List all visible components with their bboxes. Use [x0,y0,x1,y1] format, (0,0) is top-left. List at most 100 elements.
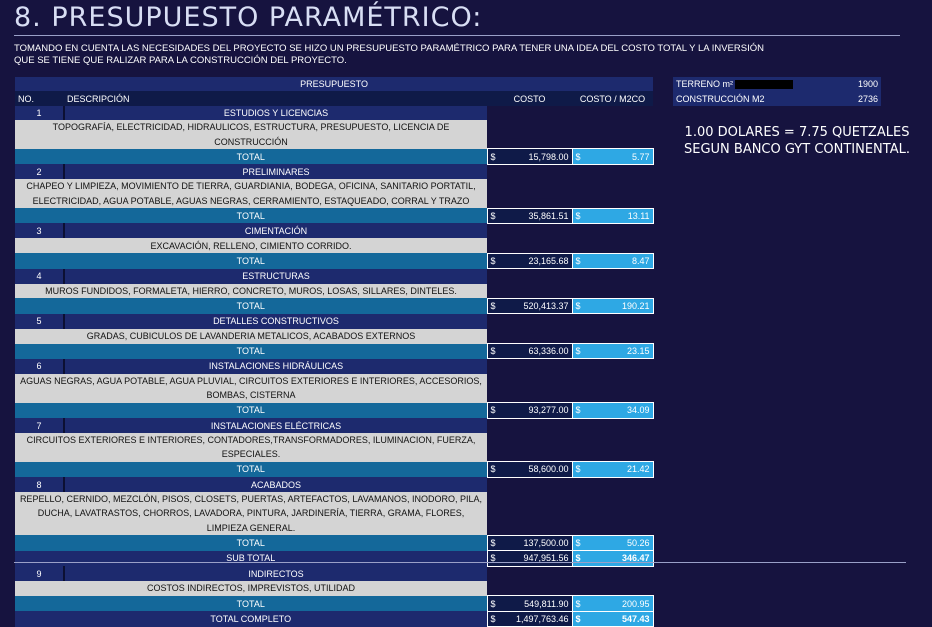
total-m2-cell: $200.95 [571,595,654,612]
section-header-row: 5 DETALLES CONSTRUCTIVOS [15,313,654,329]
total-label: TOTAL [15,208,487,224]
empty-cell [487,105,572,121]
total-row: TOTAL $15,798.00 $5.77 [15,148,654,165]
section-description: CHAPEO Y LIMPIEZA, MOVIMIENTO DE TIERRA,… [15,179,487,209]
total-row: SUB TOTAL $947,951.56 $346.47 [15,550,654,567]
section-number: 6 [15,358,65,374]
section-description: CIRCUITOS EXTERIORES E INTERIORES, CONTA… [15,432,487,462]
section-description: COSTOS INDIRECTOS, IMPREVISTOS, UTILIDAD [15,580,487,596]
total-row: TOTAL $93,277.00 $34.09 [15,402,654,419]
total-m2: 5.77 [632,151,650,162]
currency-symbol: $ [575,151,581,162]
empty-cell [487,492,572,536]
currency-symbol: $ [490,301,496,312]
section-header-row: 4 ESTRUCTURAS [15,268,654,284]
section-number: 3 [15,223,65,239]
total-m2: 200.95 [622,598,650,609]
empty-cell [572,328,654,344]
section-description: TOPOGRAFÍA, ELECTRICIDAD, HIDRAULICOS, E… [15,120,487,149]
section-number: 2 [15,164,65,180]
total-label: TOTAL [15,595,487,612]
empty-cell [572,418,654,433]
total-m2-cell: $5.77 [571,148,654,165]
empty-cell [487,223,572,239]
table-header: PRESUPUESTO [15,77,654,92]
section-description-row: MUROS FUNDIDOS, FORMALETA, HIERRO, CONCR… [15,283,654,299]
currency-symbol: $ [490,346,496,357]
section-name: ACABADOS [64,477,487,493]
total-label: TOTAL [15,343,487,359]
empty-cell [572,358,654,374]
empty-cell [487,283,572,299]
currency-symbol: $ [575,301,581,312]
total-label: TOTAL [15,535,487,551]
total-m2-cell: $21.42 [571,461,654,478]
section-description: MUROS FUNDIDOS, FORMALETA, HIERRO, CONCR… [15,283,487,299]
exchange-rate-line: 1.00 DOLARES = 7.75 QUETZALES [684,125,910,140]
total-row: TOTAL $137,500.00 $50.26 [15,534,654,552]
empty-cell [572,492,654,536]
total-label: TOTAL [15,298,487,314]
total-m2: 8.47 [632,255,650,266]
currency-symbol: $ [575,537,581,548]
empty-cell [572,164,654,180]
section-description: REPELLO, CERNIDO, MEZCLÓN, PISOS, CLOSET… [15,492,487,536]
total-m2-cell: $190.21 [571,297,654,315]
currency-symbol: $ [490,405,496,416]
section-header-row: 3 CIMENTACIÓN [15,223,654,239]
total-row: TOTAL $63,336.00 $23.15 [15,343,654,360]
empty-cell [487,580,572,596]
col-no-header: NO. [15,91,64,106]
total-m2: 50.26 [627,537,650,548]
currency-symbol: $ [575,255,581,266]
section-header-row: 6 INSTALACIONES HIDRÁULICAS [15,358,654,374]
total-label: TOTAL [15,461,487,478]
total-m2: 346.47 [622,553,650,564]
total-m2-cell: $547.43 [571,610,654,627]
section-description: AGUAS NEGRAS, AGUA POTABLE, AGUA PLUVIAL… [15,373,487,403]
empty-cell [487,477,572,493]
currency-symbol: $ [490,613,496,624]
exchange-bank-line: SEGUN BANCO GYT CONTINENTAL. [683,142,910,157]
section-name: INSTALACIONES HIDRÁULICAS [64,358,487,374]
total-cost-cell: $1,497,763.46 [486,610,573,627]
total-cost: 93,277.00 [528,405,569,416]
total-m2-cell: $23.15 [571,343,654,360]
redaction-bar [735,80,793,90]
empty-cell [572,179,654,209]
empty-cell [572,105,654,121]
empty-cell [572,120,654,149]
total-cost-cell: $947,951.56 [486,550,573,567]
empty-cell [487,238,572,254]
section-number: 7 [15,418,65,433]
total-cost-cell: $58,600.00 [486,461,573,478]
empty-cell [572,580,654,596]
section-header-row: 2 PRELIMINARES [15,164,654,180]
total-row: TOTAL $35,861.51 $13.11 [15,207,654,224]
section-header-row: 8 ACABADOS [15,477,654,493]
total-m2: 34.09 [627,405,650,416]
empty-cell [572,238,654,254]
total-row: TOTAL $58,600.00 $21.42 [15,461,654,478]
budget-table: PRESUPUESTO NO. DESCRIPCIÓN COSTO COSTO … [15,77,654,627]
title-divider [14,35,900,36]
section-name: DETALLES CONSTRUCTIVOS [64,313,487,329]
total-m2-cell: $34.09 [571,402,654,419]
total-cost: 23,165.68 [528,255,569,266]
empty-cell [487,358,572,374]
total-cost: 63,336.00 [528,346,569,357]
total-row: TOTAL COMPLETO $1,497,763.46 $547.43 [15,610,654,627]
total-label: TOTAL [15,402,487,419]
total-m2: 190.21 [622,301,650,312]
empty-cell [487,328,572,344]
currency-symbol: $ [575,598,581,609]
section-description-row: GRADAS, CUBICULOS DE LAVANDERIA METALICO… [15,328,654,344]
empty-cell [487,418,572,433]
section-name: CIMENTACIÓN [64,223,487,239]
section-header-row: 1 ESTUDIOS Y LICENCIAS [15,105,654,121]
table-header-row: PRESUPUESTO [15,77,654,92]
total-m2-cell: $346.47 [571,550,654,567]
empty-cell [572,313,654,329]
total-label: TOTAL COMPLETO [15,611,487,627]
currency-symbol: $ [575,405,581,416]
